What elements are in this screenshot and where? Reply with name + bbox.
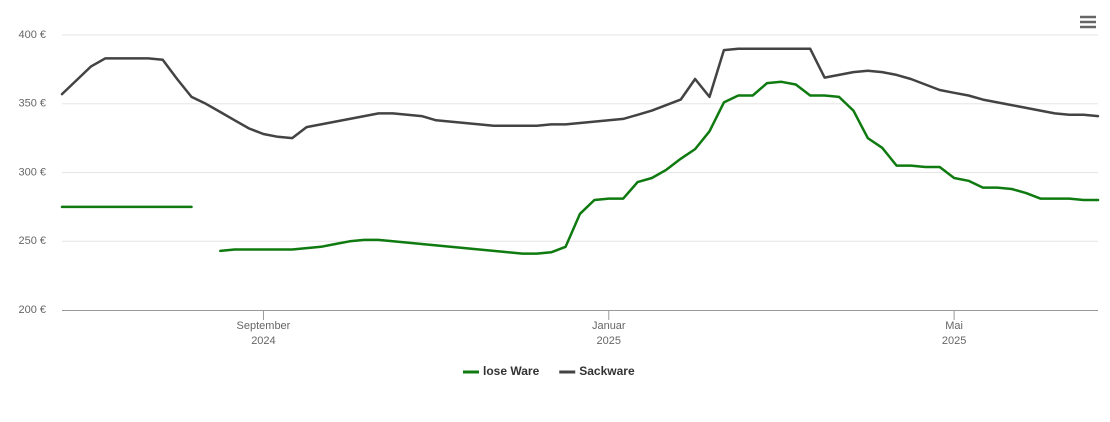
series-line: [60, 80, 1100, 255]
legend-label: Sackware: [579, 364, 635, 378]
y-tick-label: 200 €: [18, 304, 46, 316]
y-tick-label: 250 €: [18, 235, 46, 247]
series-line: [60, 47, 1100, 140]
x-tick-label: Mai: [945, 320, 963, 332]
x-tick-year: 2025: [942, 335, 966, 347]
legend: lose Ware Sackware: [463, 364, 635, 378]
legend-item[interactable]: Sackware: [559, 364, 635, 378]
y-tick-label: 400 €: [18, 29, 46, 41]
y-tick-label: 300 €: [18, 166, 46, 178]
y-tick-label: 350 €: [18, 98, 46, 110]
x-tick-year: 2025: [597, 335, 621, 347]
legend-item[interactable]: lose Ware: [463, 364, 540, 378]
x-tick-label: Januar: [592, 320, 626, 332]
menu-button[interactable]: [1078, 14, 1098, 30]
x-tick-label: September: [237, 320, 291, 332]
legend-label: lose Ware: [483, 364, 540, 378]
x-tick-year: 2024: [251, 335, 275, 347]
